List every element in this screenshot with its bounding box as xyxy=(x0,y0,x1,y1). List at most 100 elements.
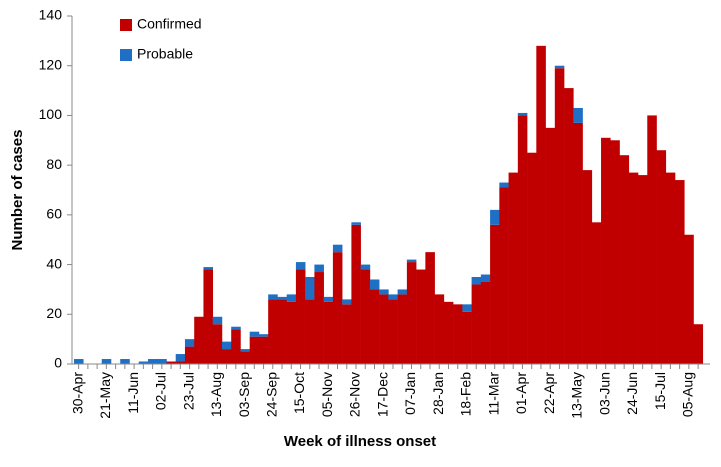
bar-segment xyxy=(120,359,130,364)
bar-segment xyxy=(258,334,269,337)
x-tick-label: 30-Apr xyxy=(69,372,85,414)
bar-segment xyxy=(573,122,583,364)
bar-segment xyxy=(684,234,694,364)
legend-swatch xyxy=(120,19,132,31)
x-tick-label: 26-Nov xyxy=(347,372,363,417)
bar-segment xyxy=(499,187,509,364)
bar-segment xyxy=(601,137,611,364)
bar-segment xyxy=(184,346,195,364)
bar-segment xyxy=(314,264,324,273)
bar-segment xyxy=(536,45,546,364)
x-tick-label: 21-May xyxy=(97,372,113,419)
x-tick-label: 11-Mar xyxy=(485,372,501,416)
bar-segment xyxy=(480,281,491,364)
y-tick-label: 0 xyxy=(54,355,62,371)
bar-segment xyxy=(517,115,528,364)
bar-segment xyxy=(305,299,315,364)
y-tick-label: 100 xyxy=(39,106,63,122)
bar-segment xyxy=(249,336,260,364)
bar-segment xyxy=(490,224,500,364)
bar-segment xyxy=(240,351,250,364)
bar-segment xyxy=(527,152,537,364)
x-tick-label: 22-Apr xyxy=(541,372,557,414)
bar-segment xyxy=(360,264,371,270)
bar-segment xyxy=(453,304,463,364)
bar-segment xyxy=(379,289,389,295)
bar-segment xyxy=(286,294,297,302)
y-tick-label: 140 xyxy=(39,7,63,23)
x-tick-label: 13-Aug xyxy=(208,372,224,417)
bar-segment xyxy=(638,175,648,364)
x-tick-label: 07-Jan xyxy=(402,372,418,415)
bar-segment xyxy=(508,172,519,364)
bar-segment xyxy=(277,299,287,364)
bar-segment xyxy=(379,294,389,364)
bar-segment xyxy=(286,301,297,364)
bar-segment xyxy=(471,277,482,285)
bar-segment xyxy=(416,269,426,364)
bar-segment xyxy=(258,336,269,364)
x-tick-label: 11-Jun xyxy=(125,372,141,414)
bar-segment xyxy=(166,361,177,364)
bar-segment xyxy=(175,354,186,362)
bar-segment xyxy=(240,349,250,352)
bar-segment xyxy=(517,112,528,116)
bar-segment xyxy=(564,88,574,364)
legend-swatch xyxy=(120,49,132,61)
bar-segment xyxy=(480,274,491,282)
x-tick-label: 15-Oct xyxy=(291,372,307,414)
x-tick-label: 03-Jun xyxy=(596,372,612,415)
bar-segment xyxy=(351,224,361,364)
bar-segment xyxy=(314,272,324,364)
bar-segment xyxy=(221,349,232,364)
bar-segment xyxy=(397,294,408,364)
bar-segment xyxy=(397,289,408,295)
bar-segment xyxy=(231,326,241,330)
bar-segment xyxy=(221,341,232,350)
x-tick-label: 24-Jun xyxy=(624,372,640,415)
x-tick-label: 17-Dec xyxy=(374,372,390,417)
bar-segment xyxy=(101,359,112,364)
bar-segment xyxy=(203,269,213,364)
bar-segment xyxy=(462,311,472,364)
bar-segment xyxy=(147,359,158,364)
bar-segment xyxy=(212,324,223,364)
bar-segment xyxy=(332,244,343,253)
bar-segment xyxy=(499,182,509,188)
bar-segment xyxy=(490,209,500,225)
y-tick-label: 120 xyxy=(39,56,63,72)
bar-segment xyxy=(157,359,167,364)
bar-segment xyxy=(277,296,287,300)
y-tick-label: 60 xyxy=(46,206,62,222)
bar-segment xyxy=(212,316,223,325)
bar-segment xyxy=(675,180,685,364)
bar-segment xyxy=(554,68,565,364)
bar-segment xyxy=(295,269,306,364)
bar-segment xyxy=(628,172,639,364)
bar-segment xyxy=(268,299,278,364)
x-tick-label: 23-Jul xyxy=(180,372,196,410)
bar-segment xyxy=(138,361,149,364)
bar-segment xyxy=(471,284,482,364)
bar-segment xyxy=(647,115,657,364)
bar-segment xyxy=(425,252,435,364)
bar-segment xyxy=(388,294,398,300)
bar-segment xyxy=(406,259,417,263)
x-tick-label: 24-Sep xyxy=(264,372,280,417)
bar-segment xyxy=(231,329,241,364)
x-tick-label: 28-Jan xyxy=(430,372,446,415)
bar-segment xyxy=(323,301,334,364)
bar-segment xyxy=(462,304,472,312)
y-axis-title: Number of cases xyxy=(9,130,26,251)
y-tick-label: 80 xyxy=(46,156,62,172)
bar-segment xyxy=(194,316,204,364)
legend-label: Confirmed xyxy=(137,16,202,32)
legend-label: Probable xyxy=(137,46,193,62)
bar-segment xyxy=(434,294,445,364)
bar-segment xyxy=(610,140,620,364)
bar-segment xyxy=(184,339,195,347)
bar-segment xyxy=(332,252,343,364)
bar-segment xyxy=(656,150,667,364)
x-tick-label: 03-Sep xyxy=(236,372,252,417)
